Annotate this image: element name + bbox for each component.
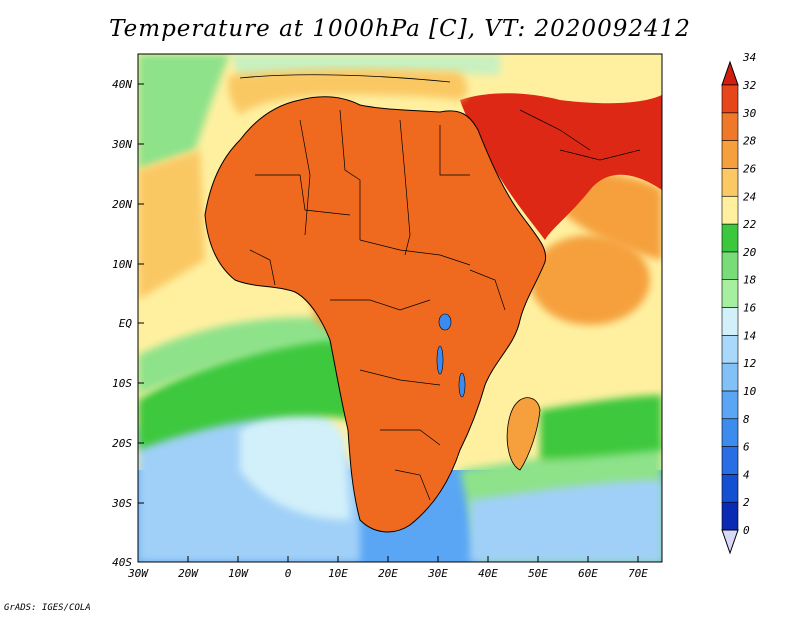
footer-credit: GrADS: IGES/COLA xyxy=(4,603,91,613)
lon-label: 30W xyxy=(127,567,149,580)
lon-label: 60E xyxy=(578,567,598,580)
colorbar-level-label: 20 xyxy=(743,246,757,259)
arabian-sea-warm xyxy=(530,235,650,325)
colorbar-level-label: 32 xyxy=(742,79,757,92)
tropical-atlantic-lightgreen xyxy=(138,317,340,395)
lat-label: 30N xyxy=(111,138,132,151)
lat-label: 10S xyxy=(112,377,132,390)
lon-label: 20W xyxy=(178,567,199,580)
colorbar-swatch xyxy=(721,418,739,447)
colorbar-swatch xyxy=(721,446,739,475)
colorbar-level-label: 8 xyxy=(743,413,750,426)
lon-label: 50E xyxy=(528,567,548,580)
colorbar-swatch xyxy=(721,112,739,141)
lat-label: EQ xyxy=(119,317,133,330)
colorbar-swatch xyxy=(721,168,739,197)
lon-label: 40E xyxy=(478,567,498,580)
colorbar-swatch xyxy=(721,251,739,280)
colorbar-swatch xyxy=(721,307,739,336)
colorbar-swatch xyxy=(721,195,739,225)
indian-ocean-mid-green xyxy=(540,395,662,460)
arabia-hot xyxy=(460,93,662,240)
madagascar xyxy=(506,397,541,471)
lon-label: 30E xyxy=(427,567,448,580)
lat-label: 30S xyxy=(111,497,132,510)
colorbar-level-label: 12 xyxy=(743,357,757,370)
colorbar-swatch xyxy=(721,335,739,364)
colorbar-level-label: 34 xyxy=(742,51,756,64)
colorbar-swatch xyxy=(721,362,739,392)
colorbar-boxes xyxy=(721,60,739,555)
colorbar-top-arrow xyxy=(721,60,739,86)
indian-ocean-south-blue xyxy=(470,480,662,562)
colorbar-level-label: 10 xyxy=(743,385,757,398)
lat-label: 10N xyxy=(112,258,132,271)
lon-label: 10E xyxy=(328,567,348,580)
colorbar-swatch xyxy=(721,279,739,308)
colorbar-bottom-arrow xyxy=(721,529,739,555)
lat-label: 20N xyxy=(112,198,132,211)
colorbar-swatch xyxy=(721,390,739,420)
lon-label: 10W xyxy=(228,567,249,580)
colorbar-level-label: 26 xyxy=(743,162,757,175)
map-frame xyxy=(137,53,663,563)
lat-label: 40S xyxy=(112,556,132,569)
mediterranean-coast-warm xyxy=(228,69,468,115)
colorbar-swatch xyxy=(721,223,739,253)
benguela-ice xyxy=(240,410,350,520)
north-atlantic-green xyxy=(138,54,230,170)
lon-label: 0 xyxy=(285,567,292,580)
lat-label: 40N xyxy=(112,78,132,91)
colorbar-level-label: 22 xyxy=(743,218,757,231)
colorbar-swatch xyxy=(721,501,739,531)
colorbar-level-label: 18 xyxy=(743,274,757,287)
colorbar-level-label: 14 xyxy=(743,329,756,342)
chart-title: Temperature at 1000hPa [C], VT: 20200924… xyxy=(109,16,691,42)
lon-label: 20E xyxy=(378,567,398,580)
colorbar-level-label: 6 xyxy=(743,441,750,454)
colorbar-level-label: 16 xyxy=(743,302,757,315)
axis-ticks xyxy=(138,83,639,562)
colorbar-swatch xyxy=(721,474,739,503)
country-borders xyxy=(249,109,641,501)
colorbar-level-label: 30 xyxy=(742,107,757,120)
europe-coastline xyxy=(239,74,451,83)
great-lakes xyxy=(436,313,466,398)
eastern-atlantic-warm xyxy=(138,150,205,300)
lon-label: 70E xyxy=(628,567,648,580)
colorbar-swatch xyxy=(721,140,739,169)
colorbar-swatch xyxy=(721,84,739,114)
colorbar-level-label: 2 xyxy=(743,496,750,509)
colorbar-level-label: 28 xyxy=(743,135,757,148)
colorbar-level-label: 4 xyxy=(743,468,750,481)
colorbar-level-label: 0 xyxy=(743,524,750,537)
south-atlantic-green xyxy=(138,330,360,450)
lat-label: 20S xyxy=(112,437,132,450)
colorbar-level-label: 24 xyxy=(743,190,756,203)
